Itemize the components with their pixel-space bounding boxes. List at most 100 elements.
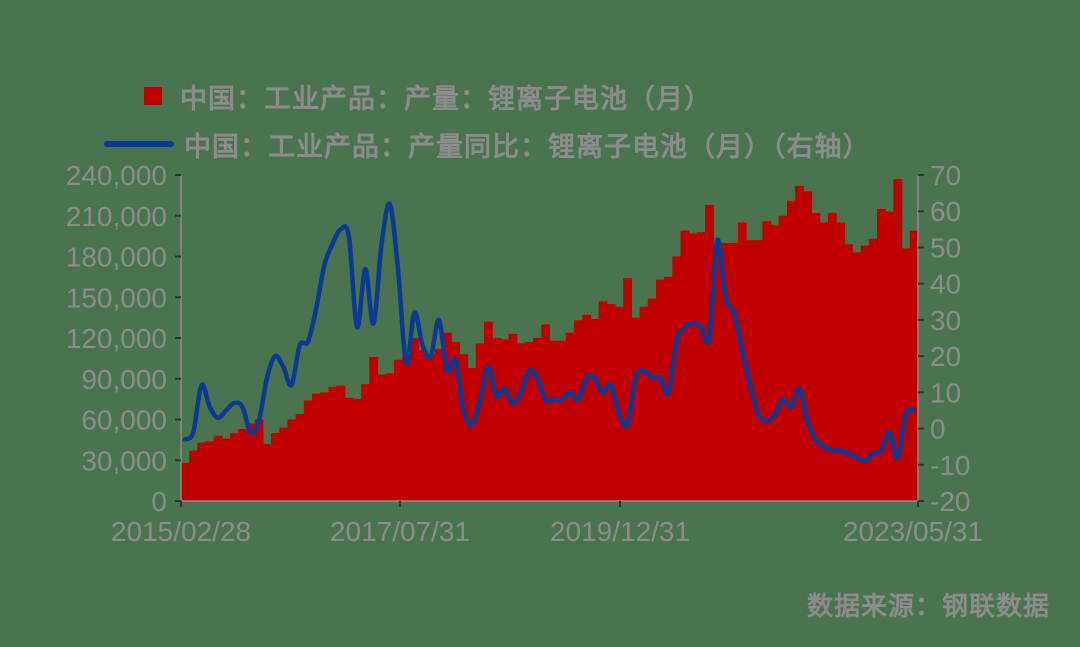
right-axis-labels: -20 -10 0 10 20 30 40 50 60 70 <box>930 160 970 517</box>
left-axis-tick-label: 210,000 <box>66 201 167 232</box>
bar <box>852 252 862 501</box>
x-axis-tick-label: 2019/12/31 <box>550 516 690 547</box>
right-axis-tick-label: 30 <box>930 305 961 336</box>
right-axis-tick-label: 50 <box>930 232 961 263</box>
left-axis-tick-label: 60,000 <box>81 405 167 436</box>
bar <box>721 242 731 502</box>
data-source-note: 数据来源：钢联数据 <box>806 592 1050 622</box>
bar <box>549 340 559 501</box>
bar <box>811 213 821 501</box>
bar <box>557 340 567 501</box>
bar <box>500 339 510 501</box>
legend-item-bar: 中国：工业产品：产量：锂离子电池（月） <box>140 72 871 120</box>
bar <box>746 240 755 501</box>
x-axis-tick-label: 2017/07/31 <box>330 516 470 547</box>
bar <box>623 278 632 501</box>
bar <box>385 373 395 501</box>
bar-series <box>181 179 919 502</box>
bar <box>868 238 878 501</box>
bar <box>295 414 305 501</box>
bar <box>819 222 829 502</box>
bar <box>508 333 518 501</box>
bar <box>271 433 280 501</box>
left-axis-tick-label: 0 <box>151 486 167 517</box>
right-axis-tick-label: 0 <box>930 414 946 445</box>
x-axis-tick-label: 2015/02/28 <box>111 516 251 547</box>
bar <box>483 321 493 501</box>
legend-item-line: 中国：工业产品：产量同比：锂离子电池（月）（右轴） <box>104 120 871 168</box>
bar <box>713 244 723 501</box>
bar <box>541 324 551 501</box>
bar <box>230 433 239 501</box>
x-axis-tick-label: 2023/05/31 <box>843 516 983 547</box>
bar <box>205 441 215 501</box>
bar <box>565 332 575 501</box>
bar <box>639 306 649 501</box>
bar <box>254 419 264 501</box>
bar <box>860 245 870 501</box>
bar <box>443 332 452 501</box>
line-series <box>182 201 917 464</box>
bar <box>262 443 272 501</box>
bar <box>524 342 534 501</box>
bar <box>680 230 690 501</box>
bar <box>393 359 403 501</box>
bar <box>475 343 485 501</box>
bar <box>516 343 526 501</box>
bar <box>893 179 903 501</box>
bar <box>197 442 207 501</box>
bar <box>590 318 600 501</box>
bar <box>418 350 428 501</box>
bar <box>909 230 919 501</box>
bar <box>328 386 338 501</box>
bar <box>803 191 813 502</box>
bar <box>827 213 837 501</box>
right-axis-tick-label: -10 <box>930 450 970 481</box>
bar <box>189 450 198 501</box>
bar <box>574 320 583 501</box>
bar <box>181 462 190 501</box>
bar <box>410 338 420 501</box>
bar <box>885 211 895 501</box>
bar <box>877 208 886 501</box>
bar <box>336 385 346 501</box>
bar <box>762 221 772 501</box>
bar <box>213 435 223 501</box>
legend-bar-label: 中国：工业产品：产量：锂离子电池（月） <box>180 83 712 115</box>
bar <box>361 384 370 501</box>
bar <box>352 399 362 502</box>
bar <box>786 200 796 501</box>
bar <box>598 301 608 501</box>
bar <box>426 354 436 501</box>
left-axis-tick-label: 180,000 <box>66 242 167 273</box>
chart-legend: 中国：工业产品：产量：锂离子电池（月） 中国：工业产品：产量同比：锂离子电池（月… <box>104 72 871 168</box>
bar <box>606 304 616 501</box>
bar <box>492 338 501 501</box>
bar <box>377 374 387 501</box>
bar <box>729 242 739 502</box>
bar <box>533 338 542 501</box>
bar <box>451 342 461 501</box>
bar <box>434 348 444 501</box>
bar <box>778 215 788 501</box>
bar <box>688 233 698 501</box>
right-axis-tick-label: 10 <box>930 377 961 408</box>
bar <box>737 222 747 502</box>
line-swatch-icon <box>104 141 174 147</box>
right-axis-tick-label: 70 <box>930 160 961 191</box>
right-axis-tick-label: 60 <box>930 196 961 227</box>
bar <box>312 393 321 501</box>
bar <box>279 427 289 501</box>
bar-swatch-icon <box>144 87 162 105</box>
bar <box>582 314 592 501</box>
left-axis-labels: 0 30,000 60,000 90,000 120,000 150,000 180,000… <box>66 160 167 517</box>
bar <box>467 367 477 501</box>
right-axis-tick-label: -20 <box>930 486 970 517</box>
left-axis-tick-label: 120,000 <box>66 323 167 354</box>
left-axis-tick-label: 30,000 <box>81 445 167 476</box>
legend-line-label: 中国：工业产品：产量同比：锂离子电池（月）（右轴） <box>184 131 871 163</box>
bar <box>320 392 329 501</box>
bar <box>459 354 469 501</box>
bar <box>402 355 411 501</box>
